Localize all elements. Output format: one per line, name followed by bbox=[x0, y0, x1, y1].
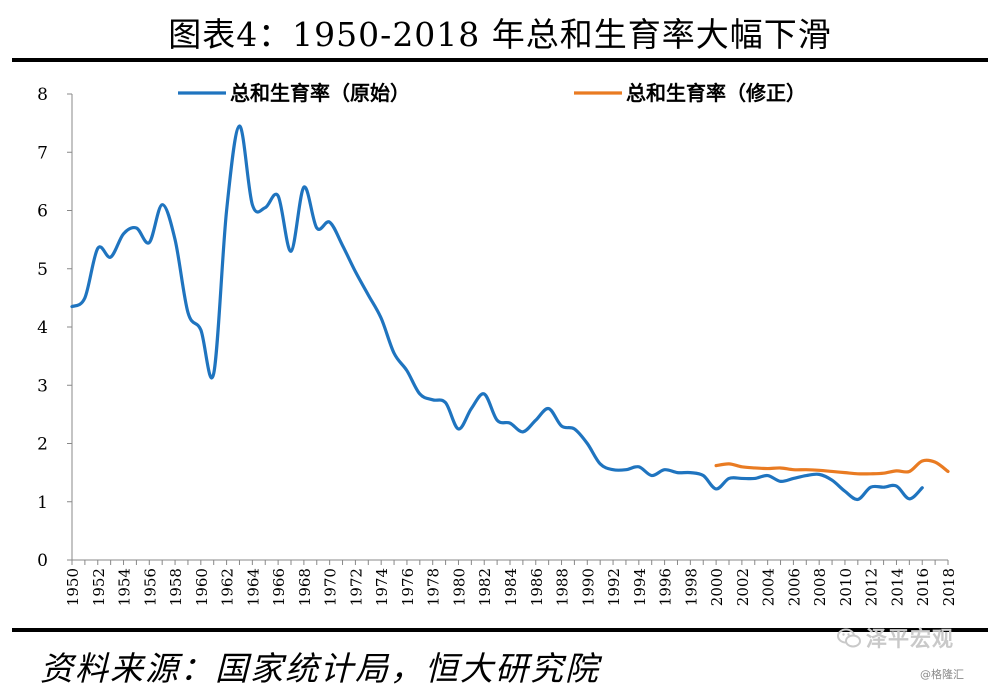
x-tick-label: 1966 bbox=[270, 568, 288, 606]
x-tick-label: 1970 bbox=[322, 568, 340, 606]
y-tick-label: 1 bbox=[37, 493, 48, 513]
x-tick-label: 1962 bbox=[219, 568, 237, 606]
x-tick-label: 1990 bbox=[579, 568, 597, 606]
x-tick-label: 1950 bbox=[64, 568, 82, 606]
x-tick-label: 2010 bbox=[837, 568, 855, 606]
x-tick-label: 2006 bbox=[785, 568, 803, 606]
x-tick-label: 1958 bbox=[167, 568, 185, 606]
x-tick-label: 2004 bbox=[760, 568, 778, 606]
y-tick-label: 6 bbox=[37, 202, 48, 222]
chart-title: 图表4：1950-2018 年总和生育率大幅下滑 bbox=[168, 15, 832, 54]
x-tick-label: 2014 bbox=[888, 568, 906, 606]
source-note: 资料来源：国家统计局，恒大研究院 bbox=[40, 649, 600, 688]
watermark-text: 泽平宏观 bbox=[866, 627, 954, 651]
x-tick-label: 1986 bbox=[528, 568, 546, 606]
bottom-rule bbox=[12, 628, 988, 632]
x-tick-label: 1972 bbox=[347, 568, 365, 606]
watermark: 泽平宏观 bbox=[836, 620, 986, 656]
x-tick-label: 1998 bbox=[682, 568, 700, 606]
series-line-2 bbox=[714, 458, 950, 476]
credit-text: @格隆汇 bbox=[920, 668, 964, 681]
x-tick-label: 1952 bbox=[90, 568, 108, 606]
x-tick-label: 1996 bbox=[657, 568, 675, 606]
y-tick-label: 2 bbox=[37, 435, 48, 455]
x-tick-label: 2008 bbox=[811, 568, 829, 606]
x-tick-label: 1956 bbox=[141, 568, 159, 606]
x-tick-label: 2016 bbox=[914, 568, 932, 606]
y-tick-label: 3 bbox=[37, 376, 48, 396]
line-chart: 0 1 2 3 4 5 6 7 8 1950 1952 1954 1956 1958 1960 1962 196… bbox=[37, 81, 958, 606]
legend-label-2: 总和生育率（修正） bbox=[626, 81, 806, 105]
y-tick-label: 8 bbox=[37, 85, 48, 105]
y-tick-label: 7 bbox=[37, 143, 48, 163]
y-tick-label: 0 bbox=[37, 551, 48, 571]
wechat-icon bbox=[837, 628, 861, 648]
x-tick-label: 1988 bbox=[554, 568, 572, 606]
x-tick-label: 1954 bbox=[116, 568, 134, 606]
x-tick-label: 1992 bbox=[605, 568, 623, 606]
x-tick-label: 1974 bbox=[373, 568, 391, 606]
x-tick-label: 1978 bbox=[425, 568, 443, 606]
x-tick-label: 1976 bbox=[399, 568, 417, 606]
x-tick-label: 1982 bbox=[476, 568, 494, 606]
x-tick-label: 1960 bbox=[193, 568, 211, 606]
top-rule bbox=[12, 58, 988, 62]
legend-label-1: 总和生育率（原始） bbox=[230, 81, 410, 105]
x-tick-label: 2002 bbox=[734, 568, 752, 606]
y-tick-label: 4 bbox=[37, 318, 48, 338]
x-tick-label: 2018 bbox=[940, 568, 958, 606]
x-tick-label: 1984 bbox=[502, 568, 520, 606]
x-tick-label: 1968 bbox=[296, 568, 314, 606]
x-tick-label: 1964 bbox=[244, 568, 262, 606]
x-tick-label: 1980 bbox=[450, 568, 468, 606]
x-tick-label: 2012 bbox=[863, 568, 881, 606]
series-line-1 bbox=[70, 124, 924, 502]
x-tick-label: 2000 bbox=[708, 568, 726, 606]
y-tick-label: 5 bbox=[37, 260, 48, 280]
x-tick-label: 1994 bbox=[631, 568, 649, 606]
